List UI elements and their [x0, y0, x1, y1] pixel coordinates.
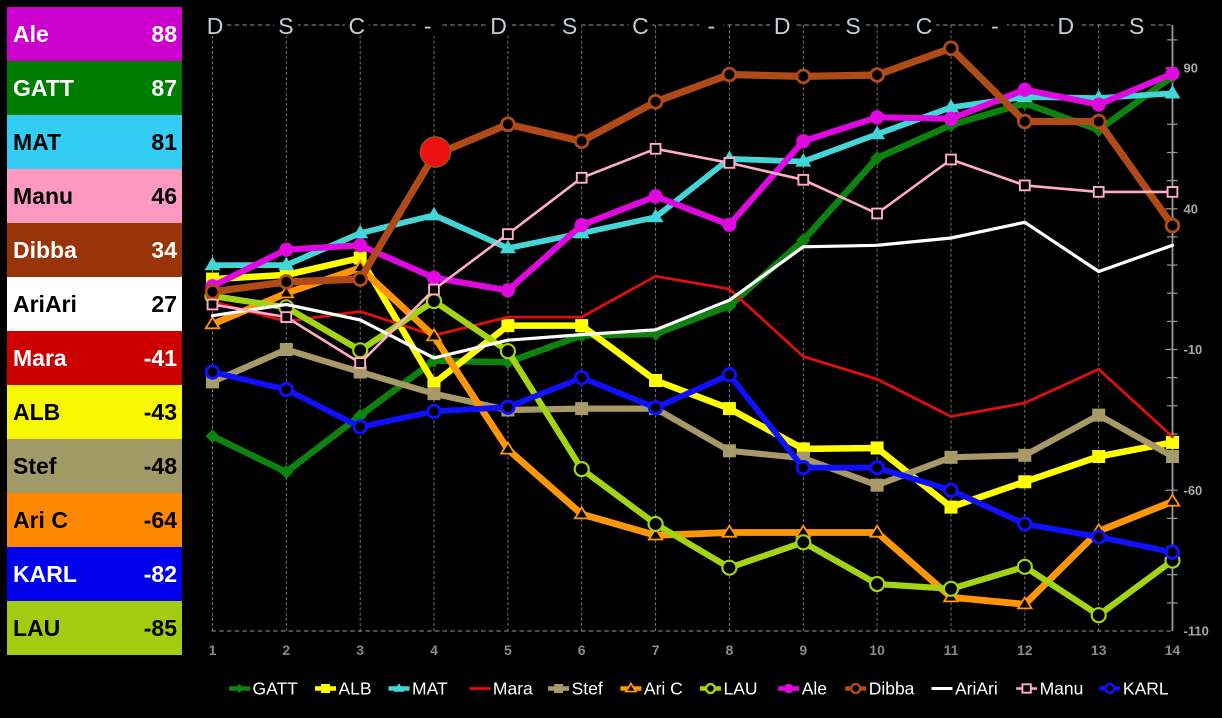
svg-text:-60: -60	[1184, 483, 1203, 498]
svg-text:13: 13	[1091, 642, 1107, 658]
svg-text:LAU: LAU	[724, 679, 758, 699]
svg-text:C: C	[632, 13, 649, 39]
svg-text:90: 90	[1184, 61, 1198, 76]
svg-text:Dibba: Dibba	[869, 679, 915, 699]
svg-text:GATT: GATT	[253, 679, 299, 699]
svg-text:4: 4	[430, 642, 438, 658]
svg-text:14: 14	[1165, 642, 1181, 658]
svg-text:Ale: Ale	[802, 679, 827, 699]
svg-text:D: D	[207, 13, 224, 39]
svg-text:ALB: ALB	[339, 679, 372, 699]
svg-text:S: S	[845, 13, 860, 39]
svg-text:8: 8	[726, 642, 734, 658]
svg-text:6: 6	[578, 642, 586, 658]
svg-text:Stef: Stef	[572, 679, 603, 699]
svg-text:2: 2	[282, 642, 290, 658]
svg-text:40: 40	[1184, 201, 1198, 216]
svg-text:C: C	[916, 13, 933, 39]
svg-text:-: -	[707, 13, 715, 39]
svg-text:9: 9	[799, 642, 807, 658]
svg-text:Manu: Manu	[1040, 679, 1084, 699]
svg-text:-: -	[991, 13, 999, 39]
svg-text:-110: -110	[1184, 624, 1209, 639]
svg-text:7: 7	[652, 642, 660, 658]
svg-text:Mara: Mara	[493, 679, 533, 699]
svg-text:S: S	[1129, 13, 1144, 39]
svg-text:AriAri: AriAri	[955, 679, 998, 699]
svg-text:1: 1	[209, 642, 217, 658]
svg-text:11: 11	[944, 642, 959, 658]
svg-text:D: D	[774, 13, 791, 39]
svg-text:KARL: KARL	[1123, 679, 1169, 699]
svg-text:C: C	[348, 13, 365, 39]
svg-text:3: 3	[356, 642, 364, 658]
svg-text:5: 5	[504, 642, 512, 658]
svg-text:10: 10	[869, 642, 885, 658]
svg-text:D: D	[1057, 13, 1074, 39]
svg-text:S: S	[562, 13, 577, 39]
svg-text:-10: -10	[1184, 342, 1203, 357]
svg-text:-: -	[424, 13, 432, 39]
svg-text:S: S	[278, 13, 293, 39]
svg-text:Ari C: Ari C	[644, 679, 683, 699]
svg-text:D: D	[490, 13, 507, 39]
svg-text:12: 12	[1017, 642, 1033, 658]
svg-text:MAT: MAT	[412, 679, 448, 699]
